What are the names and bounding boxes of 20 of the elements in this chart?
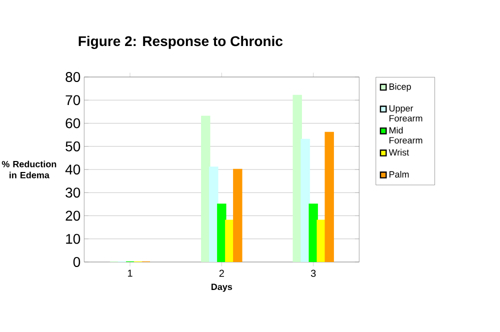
- y-tick-label: 10: [66, 234, 80, 244]
- legend-label: Upper Forearm: [389, 105, 422, 122]
- y-tick-label: 70: [66, 95, 80, 106]
- x-axis-title: Days: [212, 284, 232, 292]
- legend-label: Mid Forearm: [389, 126, 422, 144]
- x-tick-label: 2: [219, 270, 224, 277]
- y-tick-label: 0: [73, 257, 80, 267]
- legend-label: Bicep: [389, 83, 411, 92]
- y-tick-label: 20: [66, 210, 80, 221]
- legend-label: Wrist: [388, 148, 410, 156]
- chart-title: Figure 2: Response to Chronic: [78, 36, 283, 49]
- legend-label: Palm: [389, 170, 409, 178]
- y-tick-label: 50: [66, 141, 80, 152]
- y-tick-label: 40: [65, 164, 80, 174]
- x-tick-label: 1: [128, 270, 132, 277]
- y-tick-label: 30: [66, 188, 80, 198]
- y-axis-title: % Reduction in Edema: [2, 160, 56, 178]
- y-tick-label: 80: [66, 72, 80, 82]
- x-tick-label: 3: [310, 270, 316, 277]
- y-tick-label: 60: [66, 118, 80, 128]
